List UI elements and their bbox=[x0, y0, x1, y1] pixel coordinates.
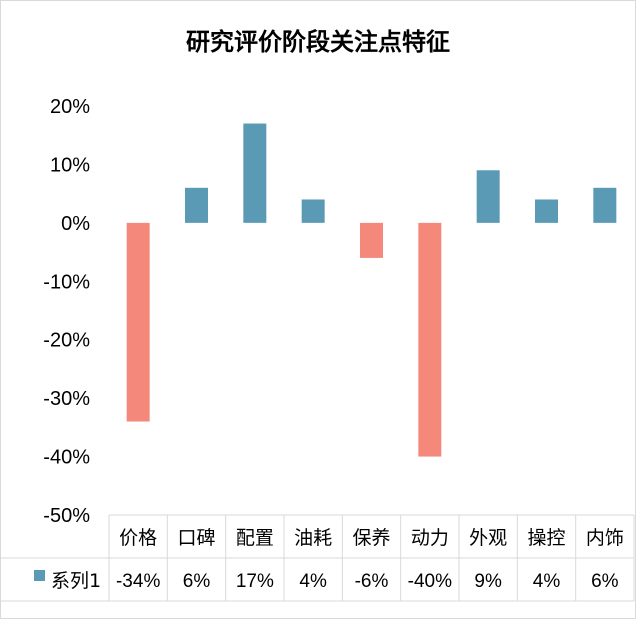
y-tick-label: 10% bbox=[50, 154, 90, 176]
y-tick-label: -10% bbox=[43, 271, 90, 293]
bar bbox=[243, 123, 267, 223]
bar bbox=[476, 170, 500, 223]
data-table bbox=[0, 514, 635, 602]
value-cell: 4% bbox=[299, 571, 327, 592]
category-label: 内饰 bbox=[586, 527, 624, 549]
legend-swatch bbox=[34, 570, 45, 581]
bar bbox=[593, 187, 617, 223]
y-axis-ticks: 20% 10% 0% -10% -20% -30% -40% -50% bbox=[43, 96, 90, 527]
bar bbox=[185, 187, 208, 223]
legend-label: 系列1 bbox=[51, 570, 101, 592]
y-tick-label: -30% bbox=[43, 388, 90, 410]
category-labels: 价格 口碑 配置 油耗 保养 动力 外观 操控 内饰 bbox=[119, 527, 624, 549]
legend: 系列1 bbox=[34, 570, 101, 592]
category-label: 配置 bbox=[236, 527, 274, 549]
value-cell: -34% bbox=[116, 571, 160, 592]
category-label: 动力 bbox=[411, 527, 449, 549]
value-cell: 6% bbox=[591, 571, 619, 592]
value-cell: -6% bbox=[355, 571, 389, 592]
bar bbox=[418, 222, 442, 457]
category-label: 操控 bbox=[527, 527, 565, 549]
bar bbox=[126, 222, 150, 422]
y-tick-label: -20% bbox=[43, 330, 90, 352]
category-label: 口碑 bbox=[177, 527, 215, 549]
y-tick-label: -40% bbox=[43, 447, 90, 469]
value-cells: -34% 6% 17% 4% -6% -40% 9% 4% 6% bbox=[116, 571, 619, 592]
chart-title: 研究评价阶段关注点特征 bbox=[186, 28, 450, 56]
y-tick-label: -50% bbox=[43, 505, 90, 527]
bar bbox=[301, 199, 325, 223]
y-tick-label: 0% bbox=[61, 213, 90, 235]
category-label: 外观 bbox=[469, 527, 507, 549]
value-cell: 6% bbox=[183, 571, 211, 592]
category-label: 价格 bbox=[119, 527, 157, 549]
value-cell: 9% bbox=[474, 571, 502, 592]
category-label: 油耗 bbox=[294, 527, 332, 549]
bar bbox=[535, 199, 558, 223]
value-cell: 4% bbox=[533, 571, 561, 592]
category-label: 保养 bbox=[352, 527, 390, 549]
bar bbox=[360, 222, 383, 258]
value-cell: -40% bbox=[408, 571, 452, 592]
y-tick-label: 20% bbox=[50, 96, 90, 118]
bars bbox=[126, 123, 617, 457]
value-cell: 17% bbox=[236, 571, 274, 592]
